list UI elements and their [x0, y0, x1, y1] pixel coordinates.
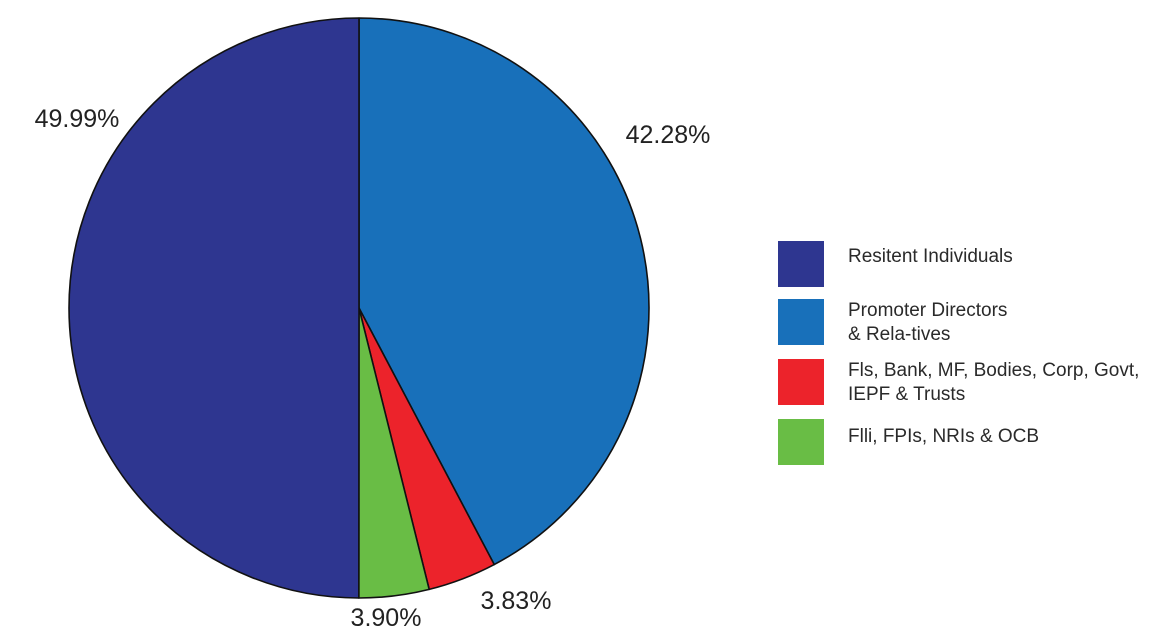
legend-swatch-resident-individuals [778, 241, 824, 287]
pie-slice [68, 17, 360, 599]
legend-swatch-flli-fpis [778, 419, 824, 465]
slice-value-label: 49.99% [35, 105, 120, 133]
legend-label: Promoter Directors & Rela-tives [848, 300, 1008, 345]
legend-item: Promoter Directors & Rela-tives [778, 299, 1148, 347]
legend-label: Fls, Bank, MF, Bodies, Corp, Govt, IEPF … [848, 360, 1140, 405]
legend-swatch-promoter-directors [778, 299, 824, 345]
legend: Resitent Individuals Promoter Directors … [778, 241, 1148, 477]
legend-swatch-fls-bank [778, 359, 824, 405]
legend-item: Resitent Individuals [778, 241, 1148, 287]
legend-label: Flli, FPIs, NRIs & OCB [848, 426, 1040, 447]
slice-value-label: 3.83% [481, 587, 552, 615]
legend-label: Resitent Individuals [848, 246, 1013, 267]
slice-value-label: 3.90% [351, 604, 422, 632]
legend-item: Flli, FPIs, NRIs & OCB [778, 419, 1148, 465]
slice-value-label: 42.28% [626, 121, 711, 149]
legend-item: Fls, Bank, MF, Bodies, Corp, Govt, IEPF … [778, 359, 1148, 407]
pie-slice [358, 17, 650, 566]
